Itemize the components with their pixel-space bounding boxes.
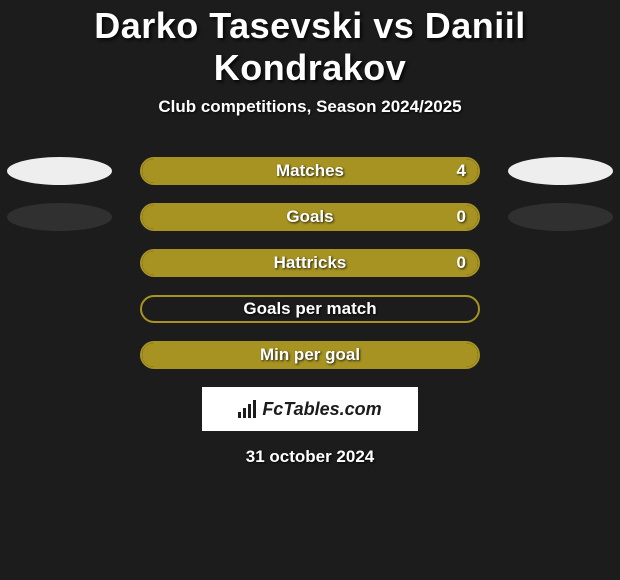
bar-label: Hattricks <box>274 253 347 273</box>
stat-row: Matches 4 <box>0 157 620 185</box>
stats-container: Matches 4 Goals 0 Hattricks 0 Goals per match M… <box>0 157 620 369</box>
bar-label: Min per goal <box>260 345 360 365</box>
left-ellipse <box>7 203 112 231</box>
bar-value: 0 <box>457 253 466 273</box>
stat-bar: Hattricks 0 <box>140 249 480 277</box>
stat-bar: Matches 4 <box>140 157 480 185</box>
stats-comparison-card: Darko Tasevski vs Daniil Kondrakov Club … <box>0 0 620 467</box>
right-ellipse <box>508 203 613 231</box>
right-ellipse <box>508 157 613 185</box>
stat-row: Goals per match <box>0 295 620 323</box>
logo: FcTables.com <box>238 399 381 420</box>
stat-row: Min per goal <box>0 341 620 369</box>
left-ellipse <box>7 157 112 185</box>
bar-label: Goals <box>286 207 333 227</box>
stat-row: Hattricks 0 <box>0 249 620 277</box>
bar-label: Goals per match <box>243 299 376 319</box>
page-title: Darko Tasevski vs Daniil Kondrakov <box>0 5 620 89</box>
logo-label: FcTables.com <box>262 399 381 420</box>
stat-bar: Goals per match <box>140 295 480 323</box>
bar-label: Matches <box>276 161 344 181</box>
subtitle: Club competitions, Season 2024/2025 <box>0 97 620 117</box>
bar-value: 4 <box>457 161 466 181</box>
stat-bar: Min per goal <box>140 341 480 369</box>
bar-value: 0 <box>457 207 466 227</box>
stat-row: Goals 0 <box>0 203 620 231</box>
date-label: 31 october 2024 <box>0 447 620 467</box>
logo-box[interactable]: FcTables.com <box>202 387 418 431</box>
chart-icon <box>238 400 258 418</box>
stat-bar: Goals 0 <box>140 203 480 231</box>
